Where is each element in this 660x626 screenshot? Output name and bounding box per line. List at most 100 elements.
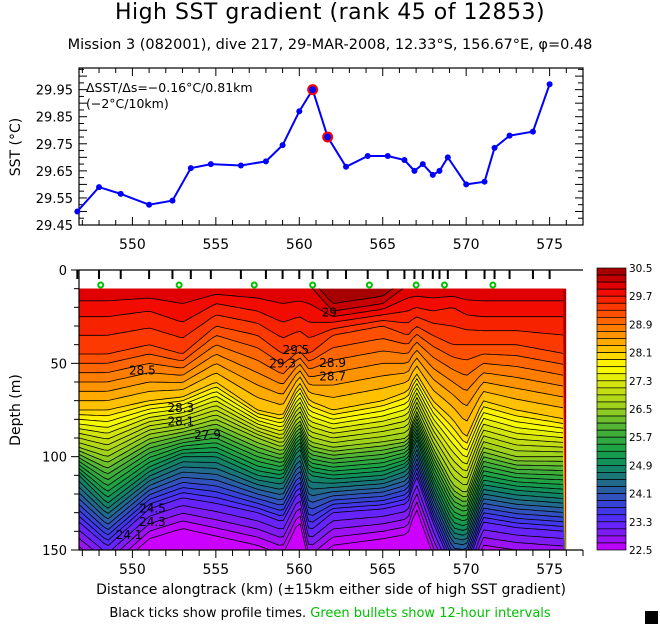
- colorbar-band: [596, 436, 627, 445]
- isotherm-contour: [79, 435, 564, 527]
- y-tick-label: 0: [59, 264, 67, 279]
- isotherm-contour: [136, 509, 432, 550]
- isotherm-contour: [79, 357, 564, 407]
- sst-data-point: [237, 162, 244, 169]
- sst-data-point: [74, 208, 81, 215]
- y-tick-label: 29.85: [36, 111, 73, 126]
- gradient-annotation: ΔSST/Δs=−0.16°C/0.81km: [86, 80, 253, 95]
- isotherm-contour: [318, 288, 394, 304]
- contour-label: 24.3: [139, 515, 166, 529]
- isotherm-contour: [79, 432, 564, 522]
- twelve-hour-bullet: [97, 281, 105, 289]
- sst-data-point: [207, 161, 214, 168]
- y-tick-label: 150: [42, 544, 67, 559]
- x-tick-label: 575: [536, 562, 563, 578]
- colorbar-tick-label: 28.1: [629, 348, 652, 360]
- colorbar-band: [596, 493, 627, 502]
- sst-data-point: [96, 184, 103, 191]
- sst-data-point: [463, 181, 470, 188]
- isotherm-contour: [79, 453, 564, 546]
- sst-data-point: [419, 161, 426, 168]
- y-tick-label: 29.45: [36, 219, 73, 234]
- colorbar-band: [596, 267, 627, 276]
- sst-data-point: [444, 154, 451, 161]
- colorbar-band: [596, 422, 627, 431]
- x-tick-label: 570: [453, 237, 480, 253]
- sst-highlight-point: [307, 84, 319, 96]
- twelve-hour-bullet: [440, 281, 448, 289]
- colorbar-band: [596, 408, 627, 417]
- sst-data-point: [529, 128, 536, 135]
- x-tick-label: 565: [369, 237, 396, 253]
- isotherm-contour: [79, 396, 564, 472]
- x-tick-label: 560: [286, 562, 313, 578]
- isotherm-contour: [79, 410, 563, 493]
- isotherm-contour: [79, 373, 564, 437]
- colorbar-tick-label: 23.3: [629, 517, 652, 529]
- colorbar-band: [596, 288, 627, 297]
- colorbar-band: [596, 401, 627, 410]
- temperature-band: [136, 510, 432, 550]
- colorbar-band: [596, 507, 627, 516]
- isotherm-contour: [79, 457, 564, 550]
- sst-data-point: [506, 132, 513, 139]
- isotherm-contour: [79, 314, 564, 339]
- y-tick-label: 100: [42, 451, 67, 466]
- isotherm-contour: [79, 448, 564, 541]
- x-tick-label: 555: [202, 237, 229, 253]
- sst-data-point: [481, 178, 488, 185]
- colorbar-band: [596, 373, 627, 382]
- x-tick-label: 570: [453, 562, 480, 578]
- temperature-depth-section: 28.528.328.127.929.529.32928.928.724.524…: [42, 264, 584, 578]
- isotherm-contour: [79, 382, 564, 451]
- isotherm-contour: [79, 471, 564, 550]
- colorbar-band: [596, 528, 627, 537]
- x-tick-label: 550: [119, 562, 146, 578]
- sst-data-point: [279, 142, 286, 149]
- chart-title: High SST gradient (rank 45 of 12853): [114, 0, 546, 25]
- contour-label: 29.3: [269, 356, 296, 370]
- isotherm-contour: [79, 425, 564, 512]
- x-tick-label: 565: [369, 562, 396, 578]
- sst-data-point: [146, 201, 153, 208]
- footer-note: Black ticks show profile times. Green bu…: [0, 606, 660, 621]
- isotherm-contour: [79, 492, 564, 550]
- colorbar-tick-label: 22.5: [629, 545, 652, 557]
- colorbar-band: [596, 458, 627, 466]
- isotherm-contour: [79, 392, 564, 465]
- isotherm-contour: [79, 439, 564, 531]
- depth-y-axis-label: Depth (m): [8, 374, 24, 446]
- colorbar-band: [596, 345, 627, 353]
- section-fill: [79, 288, 567, 550]
- isotherm-contour: [311, 288, 404, 312]
- isotherm-contour: [79, 341, 564, 376]
- colorbar-band: [596, 535, 627, 544]
- black-square-marker: [645, 611, 658, 624]
- contour-label: 24.1: [116, 528, 143, 542]
- contour-labels: 28.528.328.127.929.529.32928.928.724.524…: [116, 306, 346, 543]
- x-tick-label: 560: [286, 237, 313, 253]
- sst-data-point: [411, 167, 418, 174]
- isotherm-contour: [79, 421, 564, 507]
- colorbar-band: [596, 387, 627, 396]
- isotherm-contour: [79, 406, 564, 486]
- isotherm-contour: [79, 476, 564, 550]
- colorbar-tick-label: 28.9: [629, 319, 652, 331]
- colorbar-band: [596, 479, 627, 487]
- isotherm-contour: [79, 414, 563, 497]
- y-tick-label: 29.75: [36, 138, 73, 153]
- sst-plot-frame: [78, 67, 584, 226]
- colorbar-tick-label: 27.3: [629, 376, 652, 388]
- twelve-hour-bullet: [489, 281, 497, 289]
- isotherm-contour: [79, 484, 564, 550]
- contour-label: 28.9: [319, 356, 346, 370]
- colorbar-band: [596, 309, 627, 318]
- colorbar-band: [596, 338, 627, 346]
- colorbar-band: [596, 521, 627, 530]
- x-axis-label: Distance alongtrack (km) (±15km either s…: [96, 582, 566, 598]
- colorbar-band: [596, 324, 627, 332]
- contour-label: 29.5: [283, 343, 310, 357]
- colorbar-band: [596, 352, 627, 361]
- sst-data-point: [169, 197, 176, 204]
